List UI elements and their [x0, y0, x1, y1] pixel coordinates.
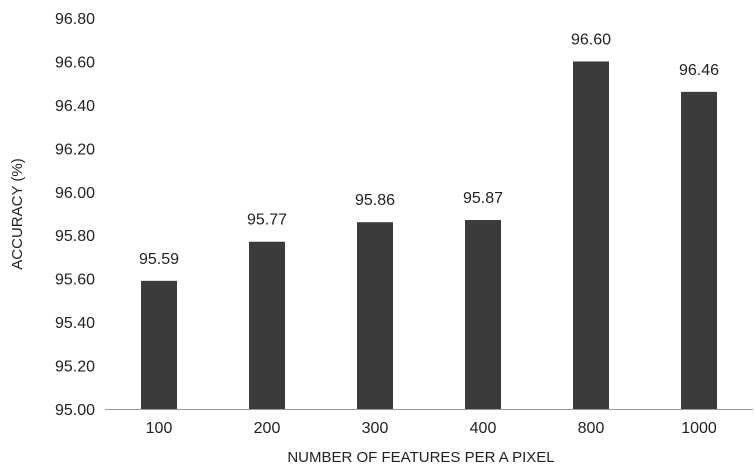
x-axis-title: NUMBER OF FEATURES PER A PIXEL [287, 449, 554, 466]
x-tick-label: 300 [362, 420, 389, 437]
bar [681, 91, 717, 409]
y-axis-ticks: 95.00 95.20 95.40 95.60 95.80 96.00 96.20 96.40… [55, 11, 95, 419]
x-tick-label: 800 [578, 420, 605, 437]
y-tick-label: 96.40 [55, 98, 95, 115]
y-tick-label: 95.20 [55, 359, 95, 376]
bar-value-label: 96.46 [679, 62, 719, 79]
y-tick-label: 95.00 [55, 402, 95, 419]
bar-value-label: 95.86 [355, 192, 395, 209]
x-tick-label: 200 [254, 420, 281, 437]
x-tick-label: 400 [470, 420, 497, 437]
bar-value-label: 95.59 [139, 251, 179, 268]
bar [249, 241, 285, 409]
y-tick-label: 96.60 [55, 54, 95, 71]
x-tick-label: 1000 [681, 420, 717, 437]
bar [465, 220, 501, 409]
x-tick-label: 100 [146, 420, 173, 437]
bar-value-label: 95.87 [463, 190, 503, 207]
bar [573, 61, 609, 409]
y-tick-label: 96.20 [55, 141, 95, 158]
y-tick-label: 95.40 [55, 315, 95, 332]
x-axis-ticks: 100 200 300 400 800 1000 [146, 420, 717, 437]
data-labels: 95.59 95.77 95.86 95.87 96.60 96.46 [139, 31, 719, 267]
y-tick-label: 96.80 [55, 11, 95, 28]
y-axis-title: ACCURACY (%) [9, 158, 26, 269]
bar-value-label: 95.77 [247, 212, 287, 229]
y-tick-label: 95.60 [55, 272, 95, 289]
bars [141, 61, 717, 409]
y-tick-label: 95.80 [55, 228, 95, 245]
y-tick-label: 96.00 [55, 185, 95, 202]
bar [141, 280, 177, 409]
bar [357, 222, 393, 409]
bar-value-label: 96.60 [571, 31, 611, 48]
